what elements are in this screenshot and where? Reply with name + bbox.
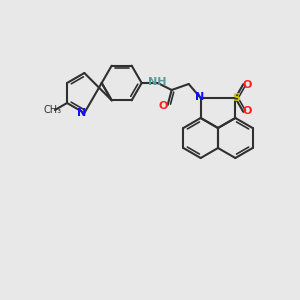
Text: S: S [232,93,240,103]
Text: NH: NH [148,77,167,87]
Text: O: O [243,80,252,90]
Text: O: O [159,101,168,111]
Text: N: N [77,108,86,118]
Text: CH₃: CH₃ [44,105,62,115]
Text: O: O [243,106,252,116]
Text: N: N [195,92,204,102]
